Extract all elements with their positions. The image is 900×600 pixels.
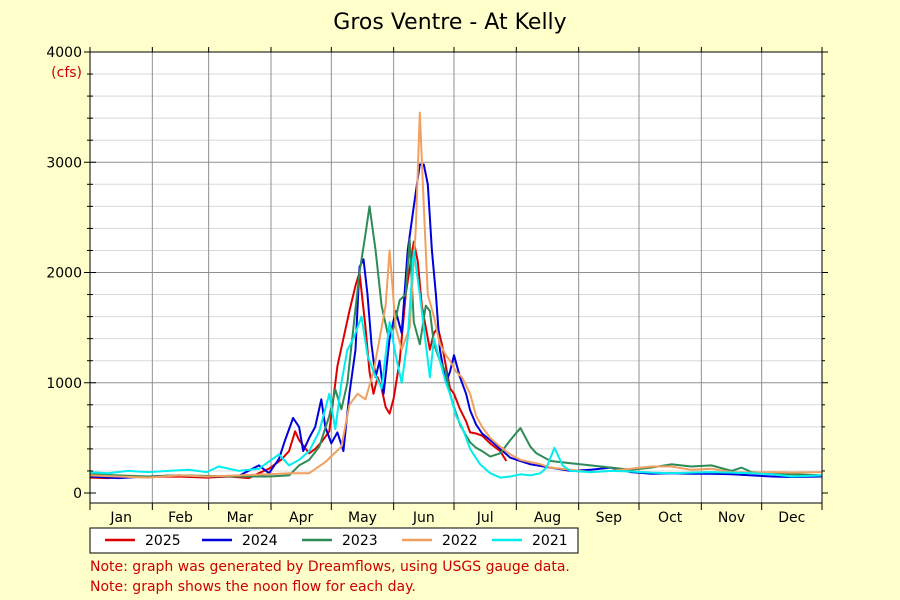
y-tick-label: 1000	[46, 376, 82, 392]
series-line-2022	[89, 111, 823, 479]
y-axis-unit: (cfs)	[51, 65, 82, 81]
x-month-label: Apr	[289, 510, 313, 526]
legend-label-2025: 2025	[145, 533, 181, 549]
x-month-label: Feb	[168, 510, 193, 526]
y-tick-label: 4000	[46, 45, 82, 61]
x-month-label: Jul	[476, 510, 494, 526]
x-month-label: Jan	[109, 510, 132, 526]
x-month-label: Dec	[778, 510, 805, 526]
y-tick-label: 0	[73, 486, 82, 502]
x-month-label: Jun	[412, 510, 435, 526]
note-source: Note: graph was generated by Dreamflows,…	[90, 559, 570, 575]
legend-label-2023: 2023	[342, 533, 378, 549]
y-tick-label: 3000	[46, 155, 82, 171]
x-month-label: Nov	[718, 510, 745, 526]
legend-label-2022: 2022	[442, 533, 478, 549]
series-line-2021	[89, 249, 823, 479]
plot-frame	[89, 51, 823, 504]
x-month-label: Mar	[227, 510, 254, 526]
x-month-label: Sep	[596, 510, 623, 526]
x-month-label: Oct	[658, 510, 683, 526]
legend-label-2024: 2024	[242, 533, 278, 549]
note-noon-flow: Note: graph shows the noon flow for each…	[90, 579, 416, 595]
x-month-label: May	[348, 510, 377, 526]
series-line-2024	[89, 163, 823, 480]
x-month-label: Aug	[534, 510, 561, 526]
y-tick-label: 2000	[46, 266, 82, 282]
legend-label-2021: 2021	[532, 533, 568, 549]
plot-area	[90, 52, 822, 503]
notes-block: Note: graph was generated by Dreamflows,…	[90, 557, 570, 597]
chart-title: Gros Ventre - At Kelly	[333, 10, 567, 35]
